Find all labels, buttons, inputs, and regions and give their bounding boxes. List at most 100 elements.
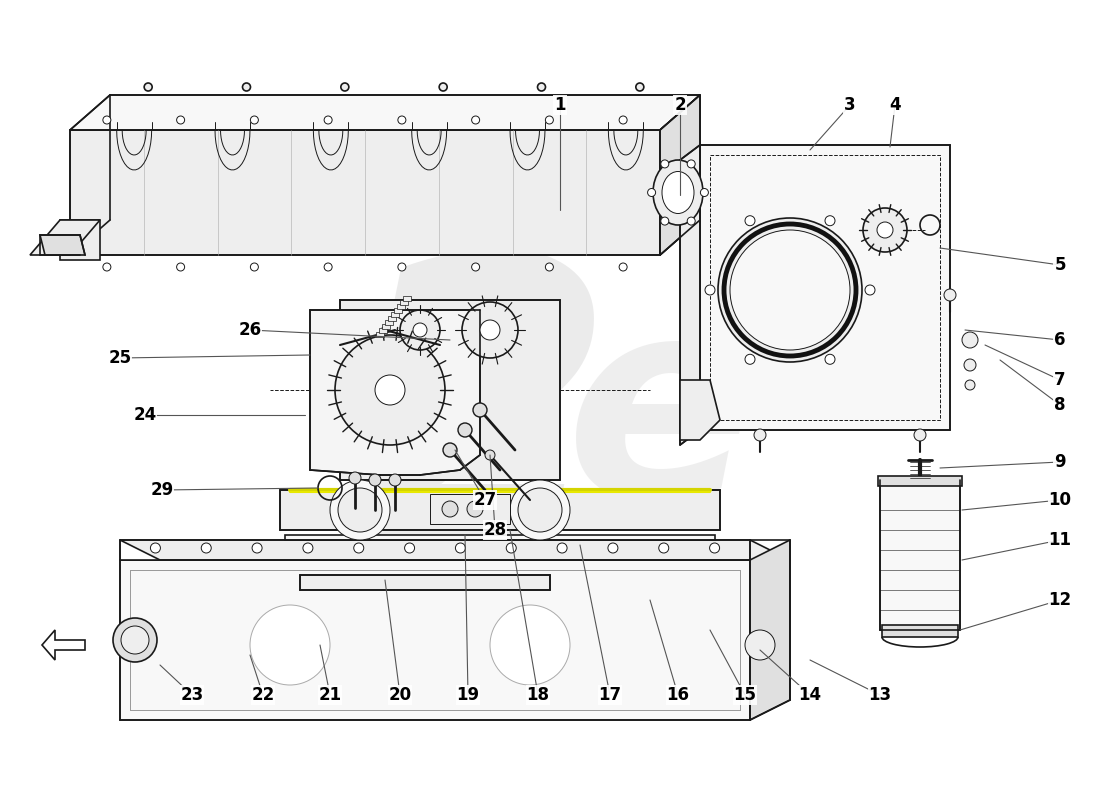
Circle shape <box>252 543 262 553</box>
Circle shape <box>121 626 148 654</box>
Circle shape <box>113 618 157 662</box>
Circle shape <box>405 543 415 553</box>
Circle shape <box>661 160 669 168</box>
Text: 15: 15 <box>734 686 757 704</box>
Text: 10: 10 <box>1048 491 1071 509</box>
Circle shape <box>144 83 152 91</box>
Text: 16: 16 <box>667 686 690 704</box>
Bar <box>430 494 510 524</box>
Circle shape <box>688 217 695 225</box>
Circle shape <box>518 488 562 532</box>
Circle shape <box>659 543 669 553</box>
Polygon shape <box>120 540 790 560</box>
Circle shape <box>375 375 405 405</box>
Circle shape <box>354 543 364 553</box>
Text: a passion for parts  1985: a passion for parts 1985 <box>376 666 724 694</box>
Text: e: e <box>565 285 755 555</box>
Circle shape <box>473 403 487 417</box>
Circle shape <box>324 263 332 271</box>
Text: 11: 11 <box>1048 531 1071 549</box>
Text: 2: 2 <box>344 242 615 618</box>
Circle shape <box>103 263 111 271</box>
Circle shape <box>341 83 349 91</box>
Circle shape <box>398 116 406 124</box>
Polygon shape <box>660 95 700 255</box>
Text: 17: 17 <box>598 686 622 704</box>
Circle shape <box>864 208 907 252</box>
Bar <box>878 476 962 486</box>
Circle shape <box>538 83 546 91</box>
Circle shape <box>462 302 518 358</box>
Circle shape <box>965 380 975 390</box>
Bar <box>882 625 958 637</box>
Text: 7: 7 <box>1054 371 1066 389</box>
Circle shape <box>825 216 835 226</box>
Circle shape <box>324 116 332 124</box>
Text: 28: 28 <box>483 521 507 539</box>
Bar <box>385 320 393 325</box>
Circle shape <box>510 480 570 540</box>
Text: 25: 25 <box>109 349 132 367</box>
Circle shape <box>336 335 446 445</box>
Text: 20: 20 <box>388 686 411 704</box>
Text: 21: 21 <box>318 686 342 704</box>
Polygon shape <box>660 95 700 255</box>
Circle shape <box>825 354 835 364</box>
Text: 14: 14 <box>799 686 822 704</box>
Polygon shape <box>340 300 560 480</box>
Circle shape <box>619 116 627 124</box>
Circle shape <box>485 450 495 460</box>
Text: 22: 22 <box>252 686 275 704</box>
Polygon shape <box>70 95 700 130</box>
Bar <box>390 312 399 317</box>
Bar <box>397 304 405 309</box>
Circle shape <box>472 263 480 271</box>
Circle shape <box>546 263 553 271</box>
Polygon shape <box>680 145 700 445</box>
Bar <box>379 328 387 333</box>
Bar <box>403 296 411 301</box>
Bar <box>376 332 384 337</box>
Circle shape <box>546 116 553 124</box>
Text: 5: 5 <box>1054 256 1066 274</box>
Circle shape <box>688 160 695 168</box>
Circle shape <box>754 429 766 441</box>
Circle shape <box>398 263 406 271</box>
Circle shape <box>648 189 656 197</box>
Polygon shape <box>40 235 85 255</box>
Circle shape <box>389 474 402 486</box>
Ellipse shape <box>653 160 703 225</box>
Circle shape <box>242 83 251 91</box>
Circle shape <box>400 310 440 350</box>
Circle shape <box>302 543 312 553</box>
Bar <box>394 308 402 313</box>
Circle shape <box>730 230 850 350</box>
Circle shape <box>701 189 708 197</box>
Polygon shape <box>310 310 480 475</box>
Text: 19: 19 <box>456 686 480 704</box>
Circle shape <box>506 543 516 553</box>
Polygon shape <box>680 380 720 440</box>
Text: 2: 2 <box>674 96 685 114</box>
Circle shape <box>250 605 330 685</box>
Text: 26: 26 <box>239 321 262 339</box>
Text: 23: 23 <box>180 686 204 704</box>
Polygon shape <box>880 480 960 630</box>
Text: 1: 1 <box>554 96 565 114</box>
Circle shape <box>349 472 361 484</box>
Circle shape <box>745 216 755 226</box>
Text: 8: 8 <box>1054 396 1066 414</box>
Circle shape <box>944 289 956 301</box>
Circle shape <box>914 429 926 441</box>
Text: 13: 13 <box>868 686 892 704</box>
Circle shape <box>745 354 755 364</box>
Circle shape <box>201 543 211 553</box>
Bar <box>388 316 396 321</box>
Polygon shape <box>60 220 100 260</box>
Circle shape <box>608 543 618 553</box>
Polygon shape <box>300 575 550 590</box>
Circle shape <box>472 116 480 124</box>
Circle shape <box>443 443 456 457</box>
Circle shape <box>661 217 669 225</box>
Text: 9: 9 <box>1054 453 1066 471</box>
